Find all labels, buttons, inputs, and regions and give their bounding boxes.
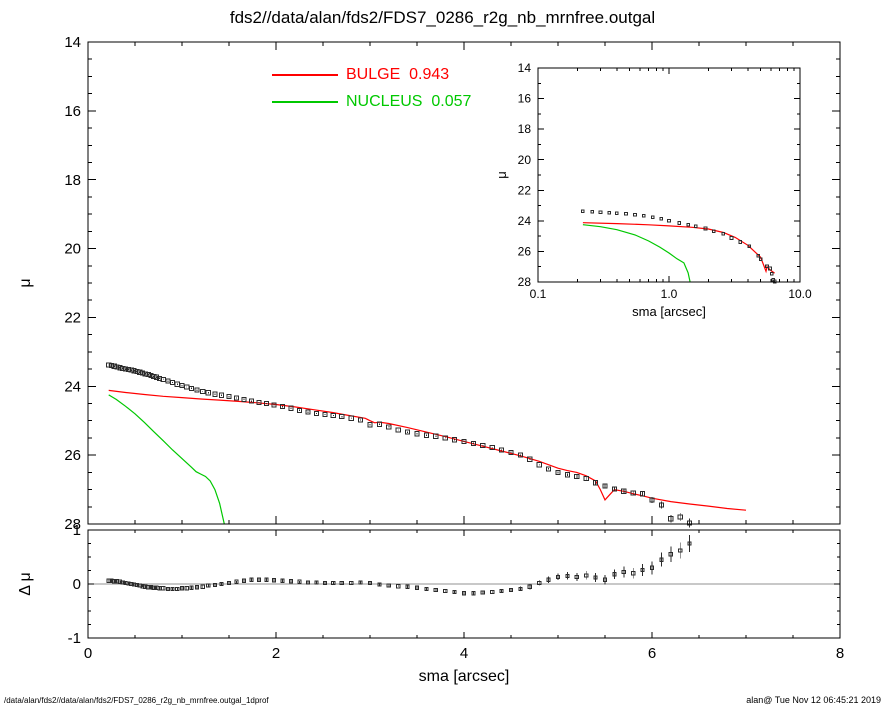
inset-y-tick-label: 28 (518, 275, 532, 289)
inset-xlabel: sma [arcsec] (632, 304, 706, 319)
residual-x-tick-label: 4 (460, 645, 468, 662)
legend-label: NUCLEUS 0.057 (346, 93, 472, 110)
legend-label: BULGE 0.943 (346, 66, 450, 83)
inset-x-tick-label: 1.0 (661, 287, 678, 301)
series-nucleus (108, 394, 225, 525)
main-y-tick-label: 28 (64, 516, 81, 533)
inset-x-tick-label: 0.1 (530, 287, 547, 301)
residual-x-tick-label: 0 (84, 645, 92, 662)
inset-y-tick-label: 18 (518, 122, 532, 136)
main-y-tick-label: 20 (64, 241, 81, 258)
legend-line-swatch (272, 74, 338, 76)
residual-y-tick-label: -1 (68, 630, 81, 647)
main-y-tick-label: 14 (64, 34, 81, 51)
series-residuals (106, 534, 692, 596)
inset-panel: 14 16 18 20 22 24 26 280.1 1.0 10.0 μ sma [arcsec] (494, 61, 812, 319)
inset-y-tick-label: 26 (518, 245, 532, 259)
residual-y-tick-label: 0 (73, 576, 81, 593)
series-observed (581, 209, 777, 284)
residual-y-tick-label: 1 (73, 522, 81, 539)
main-panel: 14 16 18 20 22 24 26 28 μ (17, 34, 841, 533)
footer-file-path: /data/alan/fds2//data/alan/fds2/FDS7_028… (4, 696, 269, 705)
chart-title: fds2//data/alan/fds2/FDS7_0286_r2g_nb_mr… (229, 8, 656, 27)
inset-ylabel: μ (494, 171, 509, 179)
legend-line-swatch (272, 101, 338, 103)
series-bulge (108, 389, 747, 511)
legend-row: NUCLEUS 0.057 (272, 93, 471, 111)
residual-xlabel: sma [arcsec] (419, 668, 510, 685)
inset-y-tick-label: 16 (518, 92, 532, 106)
main-ylabel: μ (17, 278, 34, 287)
series-nucleus (582, 224, 691, 283)
main-y-tick-label: 26 (64, 447, 81, 464)
legend-row: BULGE 0.943 (272, 66, 471, 84)
residual-x-tick-label: 2 (272, 645, 280, 662)
inset-y-tick-label: 24 (518, 214, 532, 228)
legend: BULGE 0.943 NUCLEUS 0.057 (272, 66, 471, 111)
residual-x-tick-label: 8 (836, 645, 844, 662)
series-bulge (582, 222, 775, 274)
inset-axes: 14 16 18 20 22 24 26 280.1 1.0 10.0 μ sma [arcsec] (494, 61, 812, 319)
inset-x-tick-label: 10.0 (788, 287, 812, 301)
inset-y-tick-label: 14 (518, 61, 532, 75)
main-y-tick-label: 24 (64, 378, 81, 395)
residual-ylabel: Δ μ (17, 572, 34, 595)
residual-x-tick-label: 6 (648, 645, 656, 662)
inset-y-tick-label: 22 (518, 183, 532, 197)
series-observed (106, 362, 693, 528)
main-y-tick-label: 16 (64, 103, 81, 120)
footer-user-timestamp: alan@ Tue Nov 12 06:45:21 2019 (746, 695, 881, 705)
main-y-tick-label: 22 (64, 310, 81, 327)
main-y-tick-label: 18 (64, 172, 81, 189)
inset-y-tick-label: 20 (518, 153, 532, 167)
main-axes: 14 16 18 20 22 24 26 28 μ (17, 34, 841, 533)
